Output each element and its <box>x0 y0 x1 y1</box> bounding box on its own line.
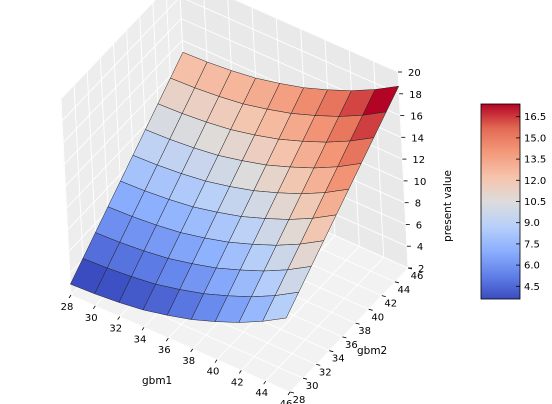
z-tick-label: 18 <box>409 90 422 101</box>
grid-line-y <box>70 294 291 393</box>
grid-line-x <box>265 256 385 382</box>
grid-line-z <box>65 61 184 187</box>
z-tick-label: 20 <box>408 68 421 79</box>
x-tick-label: 38 <box>182 356 195 367</box>
x-tick-mark <box>165 337 169 342</box>
z-tick-label: 16 <box>410 112 423 123</box>
z-tick-label: 4 <box>417 242 423 253</box>
colorbar-tick-label: 9.0 <box>524 218 540 229</box>
x-tick-label: 46 <box>280 399 293 404</box>
y-tick-mark <box>329 350 334 353</box>
surface-patch <box>262 291 299 322</box>
colorbar-tick-label: 7.5 <box>524 239 540 250</box>
colorbar-gradient <box>480 103 521 300</box>
grid-line-y <box>73 85 85 282</box>
colorbar-tick-label: 6.0 <box>524 261 540 272</box>
x-tick-label: 32 <box>109 324 122 335</box>
x-tick-mark <box>238 370 242 374</box>
colorbar-tick-label: 4.5 <box>524 282 540 293</box>
grid-line-x <box>240 246 360 371</box>
y-tick-label: 46 <box>411 271 424 282</box>
y-tick-label: 34 <box>332 354 345 365</box>
colorbar: 4.5 6.0 7.5 9.0 10.5 12.0 13.5 15.0 16.5 <box>480 103 546 300</box>
z-tick-label: 2 <box>418 264 424 275</box>
z-tick-label: 14 <box>411 133 424 144</box>
y-tick-label: 40 <box>371 312 384 323</box>
colorbar-tick-label: 13.5 <box>524 155 546 166</box>
grid-line-z <box>60 0 156 100</box>
x-tick-mark <box>141 327 145 331</box>
x-tick-label: 34 <box>134 334 147 345</box>
y-tick-label: 30 <box>306 381 319 392</box>
x-tick-label: 36 <box>158 345 171 356</box>
grid-line-z <box>234 0 399 73</box>
colorbar-tick-label: 10.5 <box>524 197 546 208</box>
y-tick-mark <box>394 281 399 284</box>
y-tick-label: 38 <box>358 326 371 337</box>
grid-line-x <box>397 71 409 269</box>
surface-plot <box>70 52 399 323</box>
y-tick-mark <box>381 295 386 297</box>
y-tick-label: 36 <box>345 340 358 351</box>
y-tick-mark <box>368 308 373 311</box>
y-tick-label: 42 <box>384 299 397 310</box>
x-tick-label: 44 <box>255 388 268 399</box>
x-tick-mark <box>263 380 267 385</box>
x-tick-mark <box>117 316 121 320</box>
grid-line-x <box>289 267 409 393</box>
z-tick-label: 8 <box>415 199 421 210</box>
x-tick-mark <box>92 305 96 310</box>
y-tick-label: 32 <box>319 367 332 378</box>
colorbar-tick-label: 12.0 <box>524 176 546 187</box>
z-tick-label: 12 <box>412 155 425 166</box>
grid-line-y <box>60 98 72 296</box>
y-tick-label: 44 <box>398 285 411 296</box>
z-axis-label: present value <box>442 170 454 242</box>
grid-line-z <box>63 39 183 165</box>
x-tick-mark <box>190 348 194 353</box>
x-tick-mark <box>287 391 291 396</box>
y-tick-mark <box>289 391 295 394</box>
x-tick-mark <box>68 294 72 299</box>
x-tick-label: 42 <box>231 377 244 388</box>
axis-labels: gbm1 gbm2 present value <box>142 170 454 387</box>
colorbar-tick-label: 15.0 <box>524 133 546 144</box>
x-axis-label: gbm1 <box>142 375 172 387</box>
y-tick-mark <box>355 322 360 325</box>
axis-ticks: 2830323436384042444628303234363840424446… <box>61 68 427 404</box>
grid-line-z <box>186 0 400 95</box>
x-tick-mark <box>214 359 218 363</box>
y-tick-mark <box>303 377 308 380</box>
x-tick-label: 28 <box>61 302 74 313</box>
y-tick-label: 28 <box>293 395 306 404</box>
grid-line-z <box>61 0 178 122</box>
x-tick-label: 40 <box>207 367 220 378</box>
x-tick-label: 30 <box>85 313 98 324</box>
grid-line-z <box>62 18 182 143</box>
colorbar-tick-label: 16.5 <box>524 112 546 123</box>
z-tick-label: 6 <box>416 220 422 231</box>
y-tick-mark <box>342 336 347 339</box>
y-tick-mark <box>316 364 321 366</box>
y-axis-label: gbm2 <box>357 345 387 357</box>
z-tick-label: 10 <box>414 177 427 188</box>
